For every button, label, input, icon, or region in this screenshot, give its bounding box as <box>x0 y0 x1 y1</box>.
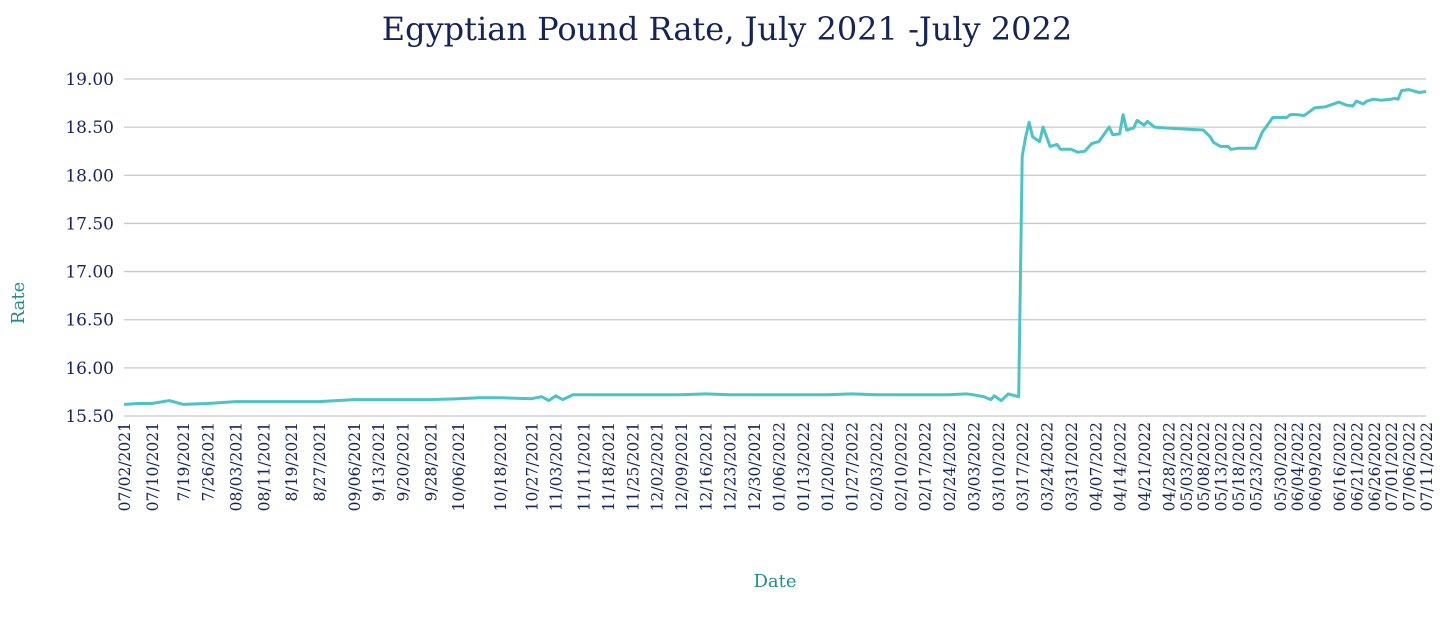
y-tick-label: 16.50 <box>65 311 114 331</box>
x-tick-label: 7/26/2021 <box>200 422 218 501</box>
x-tick-label: 10/18/2021 <box>492 422 510 511</box>
x-tick-label: 05/23/2022 <box>1247 422 1265 511</box>
x-tick-label: 07/01/2022 <box>1383 422 1401 511</box>
series-layer <box>123 88 1427 406</box>
x-tick-label: 06/16/2022 <box>1331 422 1349 511</box>
x-tick-label: 12/02/2021 <box>649 422 667 511</box>
x-tick-label: 12/16/2021 <box>697 422 715 511</box>
x-tick-label: 9/20/2021 <box>395 422 413 501</box>
x-axis-title: Date <box>753 571 796 592</box>
x-tick-label: 7/19/2021 <box>175 422 193 501</box>
y-tick-label: 18.00 <box>65 166 114 186</box>
x-tick-label: 04/07/2022 <box>1087 422 1105 511</box>
x-tick-label: 11/03/2021 <box>548 422 566 511</box>
series-line <box>123 88 1427 406</box>
x-tick-label: 03/17/2022 <box>1014 422 1032 511</box>
x-tick-label: 01/06/2022 <box>770 422 788 511</box>
x-tick-label: 06/26/2022 <box>1366 422 1384 511</box>
x-tick-label: 9/28/2021 <box>422 422 440 501</box>
x-tick-label: 11/11/2021 <box>576 422 594 511</box>
x-tick-label: 06/04/2022 <box>1289 422 1307 511</box>
x-tick-label: 08/11/2021 <box>255 422 273 511</box>
x-tick-label: 8/27/2021 <box>311 422 329 501</box>
y-tick-label: 19.00 <box>65 70 114 90</box>
x-tick-label: 12/23/2021 <box>722 422 740 511</box>
y-tick-labels: 15.50 16.00 16.50 17.00 17.50 18.00 18.50 19.00 <box>65 70 114 427</box>
x-tick-label: 03/31/2022 <box>1063 422 1081 511</box>
x-tick-label: 02/03/2022 <box>868 422 886 511</box>
x-tick-label: 06/09/2022 <box>1307 422 1325 511</box>
y-tick-label: 16.00 <box>65 359 114 379</box>
x-tick-label: 05/30/2022 <box>1272 422 1290 511</box>
y-tick-label: 17.00 <box>65 263 114 283</box>
x-tick-label: 11/18/2021 <box>600 422 618 511</box>
y-tick-label: 18.50 <box>65 118 114 138</box>
x-tick-label: 10/06/2021 <box>450 422 468 511</box>
x-tick-label: 04/14/2022 <box>1112 422 1130 511</box>
chart-title: Egyptian Pound Rate, July 2021 -July 202… <box>381 10 1073 48</box>
x-tick-label: 01/27/2022 <box>844 422 862 511</box>
x-tick-label: 8/19/2021 <box>283 422 301 501</box>
x-tick-label: 03/10/2022 <box>990 422 1008 511</box>
x-tick-label: 08/03/2021 <box>227 422 245 511</box>
x-tick-label: 02/10/2022 <box>892 422 910 511</box>
x-tick-label: 07/06/2022 <box>1401 422 1419 511</box>
x-tick-label: 07/11/2022 <box>1418 422 1436 511</box>
x-tick-label: 01/13/2022 <box>795 422 813 511</box>
x-tick-label: 06/21/2022 <box>1348 422 1366 511</box>
y-axis-title: Rate <box>8 282 29 325</box>
x-tick-label: 05/03/2022 <box>1178 422 1196 511</box>
x-tick-label: 07/02/2021 <box>116 422 134 511</box>
x-tick-label: 10/27/2021 <box>523 422 541 511</box>
x-tick-label: 02/17/2022 <box>917 422 935 511</box>
x-tick-label: 03/24/2022 <box>1039 422 1057 511</box>
x-tick-label: 01/20/2022 <box>819 422 837 511</box>
x-tick-label: 11/25/2021 <box>624 422 642 511</box>
x-tick-label: 12/09/2021 <box>673 422 691 511</box>
x-tick-label: 04/21/2022 <box>1136 422 1154 511</box>
gridlines <box>124 78 1426 417</box>
x-tick-label: 09/06/2021 <box>346 422 364 511</box>
x-tick-label: 04/28/2022 <box>1160 422 1178 511</box>
y-tick-label: 15.50 <box>65 407 114 427</box>
x-tick-labels: 07/02/2021 07/10/2021 7/19/2021 7/26/2021 08… <box>116 422 1436 511</box>
x-tick-label: 02/24/2022 <box>941 422 959 511</box>
x-tick-label: 03/03/2022 <box>965 422 983 511</box>
x-tick-label: 07/10/2021 <box>144 422 162 511</box>
x-tick-label: 05/13/2022 <box>1213 422 1231 511</box>
x-tick-label: 05/18/2022 <box>1230 422 1248 511</box>
x-tick-label: 05/08/2022 <box>1195 422 1213 511</box>
y-tick-label: 17.50 <box>65 214 114 234</box>
x-tick-label: 9/13/2021 <box>370 422 388 501</box>
x-tick-label: 12/30/2021 <box>746 422 764 511</box>
